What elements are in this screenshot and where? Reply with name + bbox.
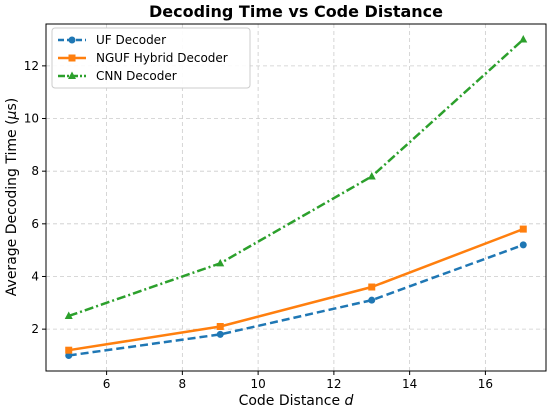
series-line xyxy=(68,243,524,357)
data-point xyxy=(65,346,73,354)
plot-frame xyxy=(45,23,547,372)
data-point xyxy=(216,258,225,267)
y-axis-label: Average Decoding Time (μs) xyxy=(4,98,20,296)
y-tick-label: 8 xyxy=(31,164,39,178)
legend-marker xyxy=(68,71,76,79)
data-point xyxy=(368,283,376,291)
legend-box xyxy=(51,27,251,89)
legend-label: UF Decoder xyxy=(96,33,166,47)
series-0 xyxy=(65,241,527,359)
y-tick-label: 12 xyxy=(24,59,39,73)
data-point xyxy=(519,225,527,233)
data-point xyxy=(65,351,73,359)
legend: UF Decoder NGUF Hybrid Decoder CNN Decoder xyxy=(51,27,251,89)
series-line xyxy=(68,38,525,318)
x-tick-label: 8 xyxy=(179,377,187,391)
x-tick-label: 12 xyxy=(326,377,341,391)
series-2 xyxy=(64,35,528,319)
x-tick-label: 14 xyxy=(402,377,417,391)
y-tick-label: 6 xyxy=(31,217,39,231)
data-point xyxy=(216,330,224,338)
legend-marker xyxy=(68,36,76,44)
y-tick-label: 2 xyxy=(31,322,39,336)
data-point xyxy=(367,171,376,180)
grid xyxy=(46,24,546,371)
legend-label: CNN Decoder xyxy=(96,69,177,83)
legend-marker xyxy=(68,54,76,62)
y-tick-label: 10 xyxy=(24,112,39,126)
data-point xyxy=(519,35,528,43)
legend-label: NGUF Hybrid Decoder xyxy=(96,51,228,65)
series-1 xyxy=(65,225,527,354)
data-point xyxy=(519,241,527,249)
x-tick-label: 6 xyxy=(103,377,111,391)
x-axis-label: Code Distance d xyxy=(239,393,354,409)
data-point xyxy=(64,311,73,319)
x-tick-label: 16 xyxy=(478,377,493,391)
legend-items: UF Decoder NGUF Hybrid Decoder CNN Decoder xyxy=(58,33,228,83)
chart-title: Decoding Time vs Code Distance xyxy=(149,2,443,21)
series-line xyxy=(68,227,524,352)
axis-ticks: 6 8 10 12 14 16 2 4 6 8 10 12 xyxy=(24,59,493,391)
y-tick-label: 4 xyxy=(31,269,39,283)
data-point xyxy=(368,296,376,304)
plot-series xyxy=(64,35,528,359)
x-tick-label: 10 xyxy=(250,377,265,391)
data-point xyxy=(216,323,224,331)
